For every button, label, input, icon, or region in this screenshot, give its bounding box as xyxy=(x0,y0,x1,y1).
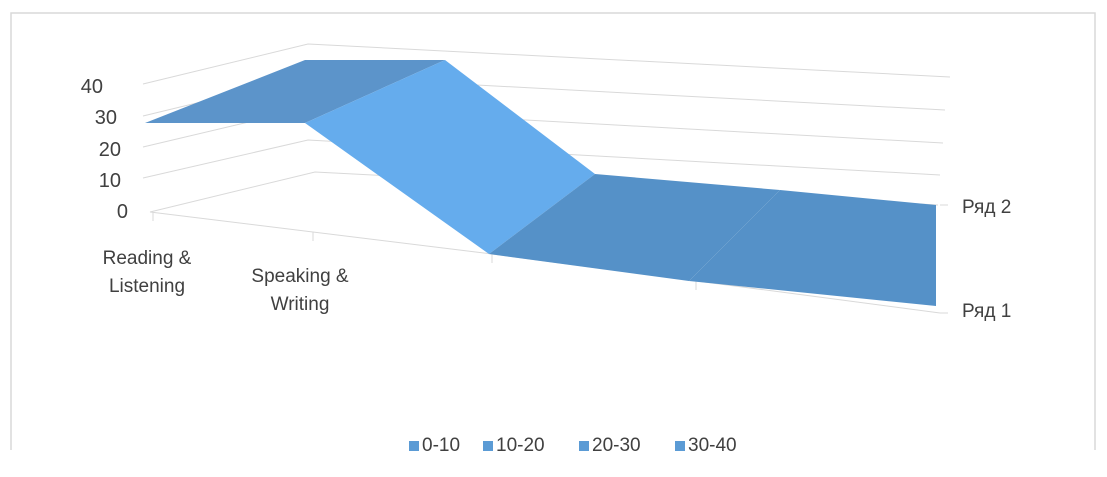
chart-border xyxy=(10,12,1096,450)
legend-swatch xyxy=(675,441,685,451)
surface-segment xyxy=(305,60,595,254)
y-tick-label: 20 xyxy=(99,139,121,161)
y-tick-label: 30 xyxy=(95,107,117,129)
legend-swatch xyxy=(579,441,589,451)
surface-segment xyxy=(489,174,780,281)
surface-segment xyxy=(689,190,936,306)
x-axis: Reading & Listening Speaking & Writing xyxy=(103,248,349,315)
legend-item: 10-20 xyxy=(483,435,545,456)
series-label-row-2: Ряд 2 xyxy=(962,197,1011,218)
legend-item: 0-10 xyxy=(409,435,460,456)
legend-label: 10-20 xyxy=(496,435,545,456)
y-tick-label: 10 xyxy=(99,170,121,192)
legend-label: 20-30 xyxy=(592,435,641,456)
legend-item: 20-30 xyxy=(579,435,641,456)
category-label-speaking-writing: Speaking & Writing xyxy=(251,266,349,315)
legend-label: 0-10 xyxy=(422,435,460,456)
y-tick-label: 0 xyxy=(117,201,128,223)
surface-segment xyxy=(145,60,445,123)
gridline xyxy=(142,43,951,85)
legend-label: 30-40 xyxy=(688,435,737,456)
legend-swatch xyxy=(409,441,419,451)
floor-ticks xyxy=(152,204,948,314)
series-label-row-1: Ряд 1 xyxy=(962,301,1011,322)
y-axis: 40 30 20 10 0 xyxy=(81,76,128,223)
legend-swatch xyxy=(483,441,493,451)
category-label-reading-listening: Reading & Listening xyxy=(103,248,192,297)
legend-item: 30-40 xyxy=(675,435,737,456)
y-tick-label: 40 xyxy=(81,76,103,98)
legend: 0-10 10-20 20-30 30-40 xyxy=(409,435,737,456)
gridline xyxy=(142,139,941,179)
area-surface xyxy=(145,60,936,306)
depth-axis: Ряд 2 Ряд 1 xyxy=(962,197,1011,322)
